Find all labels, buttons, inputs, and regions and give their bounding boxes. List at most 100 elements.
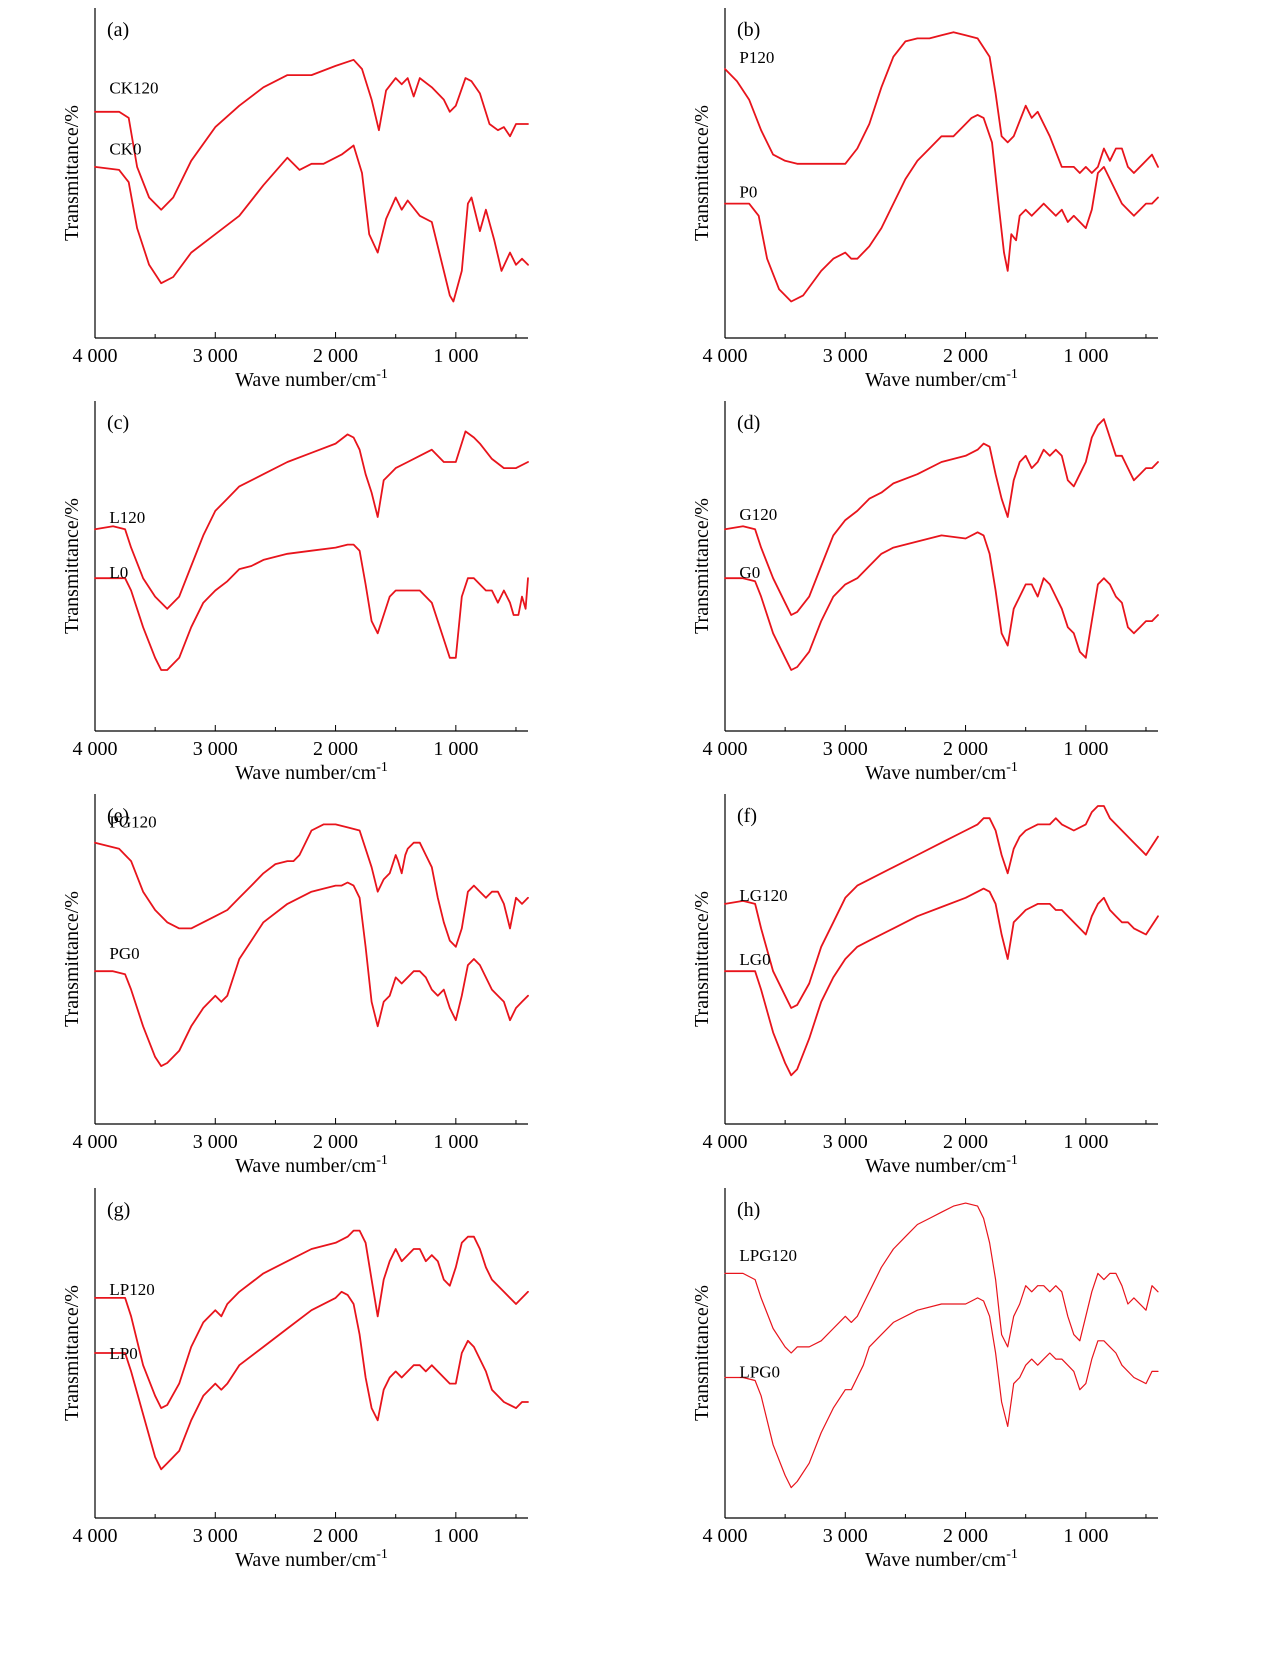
- x-axis-label: Wave number/cm-1: [865, 760, 1018, 784]
- y-axis-label: Transmittance/%: [61, 105, 83, 241]
- panel-tag: (g): [107, 1199, 130, 1221]
- panel-tag: (b): [737, 19, 760, 41]
- x-axis-label: Wave number/cm-1: [235, 760, 388, 784]
- series-label: LP0: [109, 1344, 137, 1363]
- x-tick-label: 2 000: [943, 1525, 988, 1547]
- series-line-l120: [94, 430, 529, 610]
- series-label: L0: [109, 563, 128, 582]
- series-label: G120: [739, 505, 777, 524]
- chart-panel: 4 000 3 000 2 000 1 000 Wave number/cm-1 Tran…: [0, 786, 620, 1186]
- y-axis-label: Transmittance/%: [61, 498, 83, 634]
- x-tick-label: 3 000: [823, 738, 868, 760]
- chart-svg: 4 000 3 000 2 000 1 000 Wave number/cm-1 Tran…: [691, 8, 1159, 391]
- chart-panel: 4 000 3 000 2 000 1 000 Wave number/cm-1 Tran…: [630, 1180, 1250, 1580]
- x-axis-label: Wave number/cm-1: [235, 1153, 388, 1177]
- x-tick-label: 3 000: [823, 1525, 868, 1547]
- x-tick-label: 2 000: [313, 345, 358, 367]
- x-tick-label: 4 000: [703, 345, 748, 367]
- x-tick-label: 1 000: [433, 738, 478, 760]
- x-tick-label: 3 000: [193, 345, 238, 367]
- series-line-ck120: [94, 58, 529, 211]
- x-tick-label: 1 000: [1063, 738, 1108, 760]
- x-tick-label: 4 000: [703, 738, 748, 760]
- chart-svg: 4 000 3 000 2 000 1 000 Wave number/cm-1 Tran…: [61, 401, 529, 784]
- x-tick-label: 4 000: [703, 1525, 748, 1547]
- x-axis-label: Wave number/cm-1: [235, 1547, 388, 1571]
- series-label: G0: [739, 563, 760, 582]
- chart-svg: 4 000 3 000 2 000 1 000 Wave number/cm-1 Tran…: [691, 401, 1159, 784]
- x-tick-label: 3 000: [823, 1131, 868, 1153]
- x-tick-label: 4 000: [73, 1525, 118, 1547]
- x-tick-label: 1 000: [433, 345, 478, 367]
- x-tick-label: 4 000: [73, 1131, 118, 1153]
- panel-tag: (f): [737, 805, 757, 827]
- series-label: L120: [109, 508, 145, 527]
- x-axis-label: Wave number/cm-1: [865, 1547, 1018, 1571]
- x-tick-label: 3 000: [193, 1525, 238, 1547]
- x-tick-label: 1 000: [433, 1131, 478, 1153]
- x-axis-label: Wave number/cm-1: [865, 367, 1018, 391]
- chart-svg: 4 000 3 000 2 000 1 000 Wave number/cm-1 Tran…: [61, 8, 529, 391]
- series-line-lpg0: [724, 1297, 1159, 1489]
- x-tick-label: 1 000: [433, 1525, 478, 1547]
- y-axis-label: Transmittance/%: [691, 891, 713, 1027]
- series-line-lp120: [94, 1229, 529, 1409]
- chart-svg: 4 000 3 000 2 000 1 000 Wave number/cm-1 Tran…: [691, 794, 1159, 1177]
- series-label: P120: [739, 48, 774, 67]
- series-line-g0: [724, 531, 1159, 671]
- panel-tag: (c): [107, 412, 129, 434]
- y-axis-label: Transmittance/%: [61, 1285, 83, 1421]
- x-tick-label: 2 000: [313, 1131, 358, 1153]
- x-tick-label: 4 000: [703, 1131, 748, 1153]
- series-label: P0: [739, 182, 757, 201]
- chart-panel: 4 000 3 000 2 000 1 000 Wave number/cm-1 Tran…: [0, 1180, 620, 1580]
- chart-panel: 4 000 3 000 2 000 1 000 Wave number/cm-1 Tran…: [630, 393, 1250, 793]
- series-line-l0: [94, 543, 529, 671]
- series-line-pg120: [94, 823, 529, 948]
- series-label: CK120: [109, 78, 158, 97]
- x-tick-label: 2 000: [943, 345, 988, 367]
- series-label: LPG0: [739, 1362, 780, 1381]
- series-line-g120: [724, 418, 1159, 616]
- series-label: PG120: [109, 812, 156, 831]
- series-line-pg0: [94, 881, 529, 1067]
- x-tick-label: 2 000: [313, 1525, 358, 1547]
- y-axis-label: Transmittance/%: [61, 891, 83, 1027]
- x-tick-label: 4 000: [73, 738, 118, 760]
- chart-panel: 4 000 3 000 2 000 1 000 Wave number/cm-1 Tran…: [630, 0, 1250, 400]
- series-label: LPG120: [739, 1246, 797, 1265]
- x-tick-label: 3 000: [193, 1131, 238, 1153]
- y-axis-label: Transmittance/%: [691, 105, 713, 241]
- chart-panel: 4 000 3 000 2 000 1 000 Wave number/cm-1 Tran…: [0, 0, 620, 400]
- series-label: PG0: [109, 944, 139, 963]
- series-line-lg120: [724, 805, 1159, 1009]
- series-label: LP120: [109, 1280, 154, 1299]
- panel-tag: (e): [107, 805, 129, 827]
- x-tick-label: 1 000: [1063, 345, 1108, 367]
- x-tick-label: 4 000: [73, 345, 118, 367]
- panel-tag: (h): [737, 1199, 760, 1221]
- panel-tag: (a): [107, 19, 129, 41]
- series-label: CK0: [109, 140, 141, 159]
- x-axis-label: Wave number/cm-1: [865, 1153, 1018, 1177]
- y-axis-label: Transmittance/%: [691, 1285, 713, 1421]
- series-line-p120: [724, 31, 1159, 174]
- x-tick-label: 1 000: [1063, 1525, 1108, 1547]
- y-axis-label: Transmittance/%: [691, 498, 713, 634]
- series-line-lg0: [724, 887, 1159, 1077]
- chart-svg: 4 000 3 000 2 000 1 000 Wave number/cm-1 Tran…: [61, 1188, 529, 1571]
- x-tick-label: 2 000: [943, 738, 988, 760]
- panel-tag: (d): [737, 412, 760, 434]
- chart-svg: 4 000 3 000 2 000 1 000 Wave number/cm-1 Tran…: [61, 794, 529, 1177]
- series-label: LG0: [739, 950, 770, 969]
- series-label: LG120: [739, 886, 787, 905]
- series-line-p0: [724, 114, 1159, 303]
- series-line-ck0: [94, 144, 529, 303]
- x-tick-label: 2 000: [943, 1131, 988, 1153]
- series-line-lpg120: [724, 1202, 1159, 1354]
- chart-panel: 4 000 3 000 2 000 1 000 Wave number/cm-1 Tran…: [630, 786, 1250, 1186]
- chart-panel: 4 000 3 000 2 000 1 000 Wave number/cm-1 Tran…: [0, 393, 620, 793]
- chart-svg: 4 000 3 000 2 000 1 000 Wave number/cm-1 Tran…: [691, 1188, 1159, 1571]
- x-tick-label: 1 000: [1063, 1131, 1108, 1153]
